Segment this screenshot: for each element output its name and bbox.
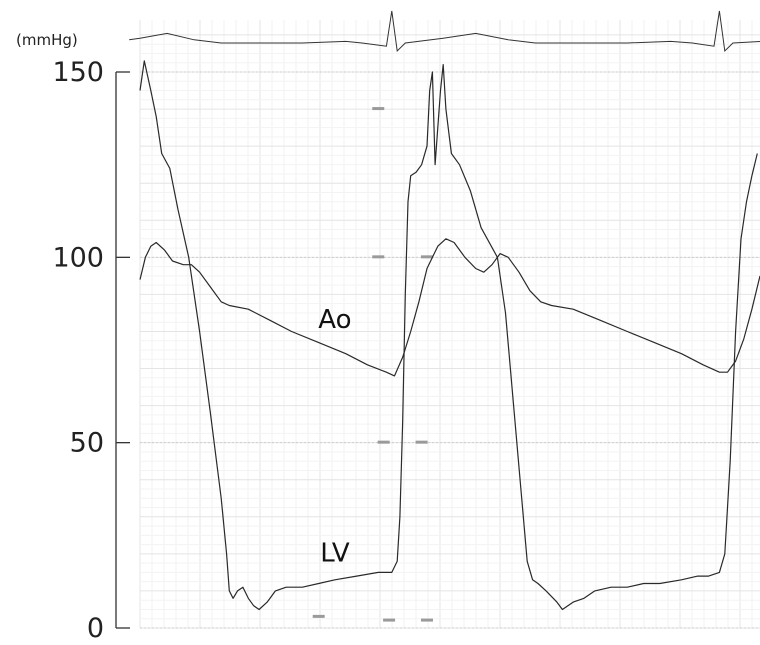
y-tick-label: 100 xyxy=(52,242,104,273)
y-tick-label: 50 xyxy=(70,428,104,459)
series-layer xyxy=(139,60,760,611)
annotation-ao: Ao xyxy=(318,305,351,335)
cursor-marker xyxy=(383,618,396,622)
cursor-marker xyxy=(372,107,385,111)
series-line-ao xyxy=(139,238,760,377)
labels: Ao LV xyxy=(318,305,351,569)
cursor-marker xyxy=(420,255,433,259)
annotation-lv: LV xyxy=(320,538,350,568)
ecg-trace xyxy=(129,10,760,53)
y-axis-unit-label: (mmHg) xyxy=(16,31,78,49)
cursor-markers xyxy=(312,107,433,622)
cursor-marker xyxy=(377,440,390,444)
y-tick-label: 0 xyxy=(87,613,104,644)
cursor-marker xyxy=(415,440,428,444)
cursor-marker xyxy=(420,618,433,622)
grid xyxy=(139,20,760,629)
series-line-lv xyxy=(139,60,758,611)
cursor-marker xyxy=(372,255,385,259)
ecg-line xyxy=(129,10,760,53)
y-tick-label: 150 xyxy=(52,57,104,88)
y-axis: 0 50 100 150 xyxy=(52,57,130,644)
cursor-marker xyxy=(312,614,325,618)
